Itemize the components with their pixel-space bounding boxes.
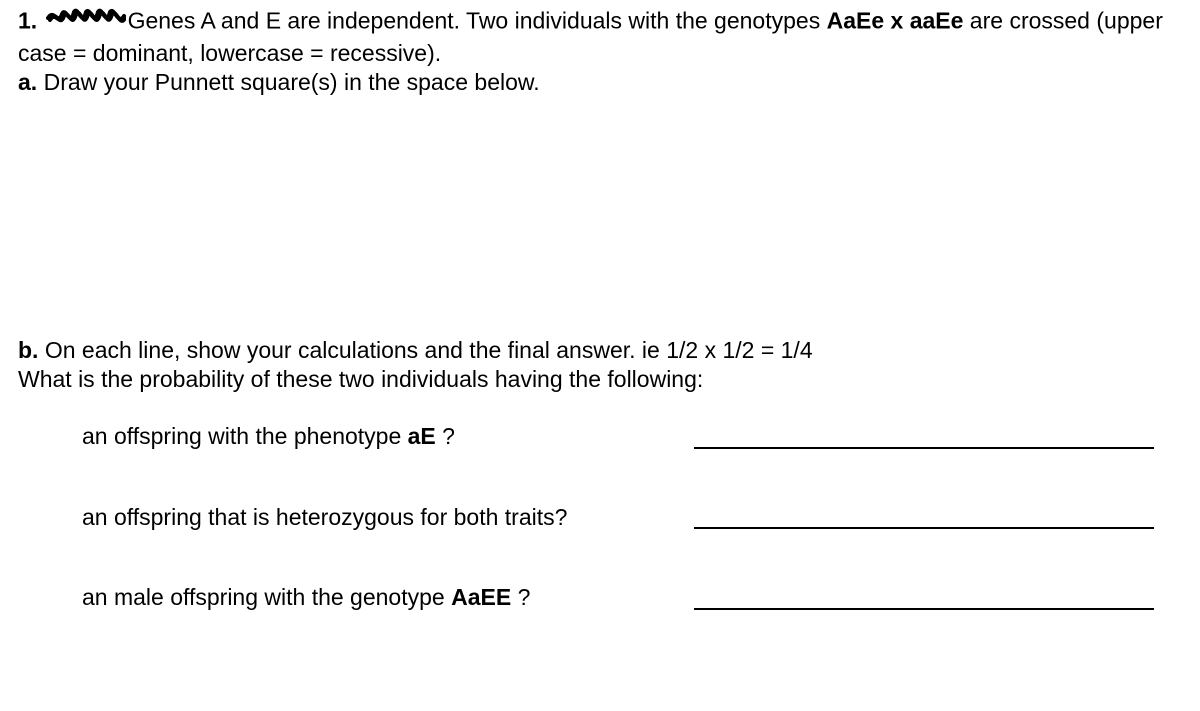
sub3-bold: AaEE <box>451 584 511 610</box>
sub1-post: ? <box>436 423 455 449</box>
sub-question-3: an male offspring with the genotype AaEE… <box>82 583 1182 612</box>
sub-question-2-label: an offspring that is heterozygous for bo… <box>82 503 567 532</box>
question-number: 1. <box>18 7 37 33</box>
sub3-pre: an male offspring with the genotype <box>82 584 451 610</box>
intro-genotypes: AaEe x aaEe <box>827 7 964 33</box>
part-b-intro: b. On each line, show your calculations … <box>18 336 1182 394</box>
part-b-label: b. <box>18 337 38 363</box>
sub1-bold: aE <box>408 423 436 449</box>
part-a-text: Draw your Punnett square(s) in the space… <box>37 69 539 95</box>
answer-blank-1 <box>694 447 1154 449</box>
intro-text-pre: Genes A and E are independent. Two indiv… <box>128 7 827 33</box>
sub1-pre: an offspring with the phenotype <box>82 423 408 449</box>
sub3-post: ? <box>511 584 530 610</box>
sub-question-1: an offspring with the phenotype aE ? <box>82 422 1182 451</box>
question-1-intro: 1. Genes A and E are independent. Two in… <box>18 6 1182 96</box>
sub-question-3-label: an male offspring with the genotype AaEE… <box>82 583 530 612</box>
sub-question-1-label: an offspring with the phenotype aE ? <box>82 422 455 451</box>
part-a-label: a. <box>18 69 37 95</box>
answer-blank-2 <box>694 527 1154 529</box>
sub-question-list: an offspring with the phenotype aE ? an … <box>18 422 1182 612</box>
redaction-scribble <box>46 6 126 35</box>
part-b-prompt: What is the probability of these two ind… <box>18 366 703 392</box>
worksheet-page: 1. Genes A and E are independent. Two in… <box>0 0 1200 612</box>
sub-question-2: an offspring that is heterozygous for bo… <box>82 503 1182 532</box>
punnett-square-blank-area <box>18 96 1182 332</box>
part-b-text: On each line, show your calculations and… <box>38 337 812 363</box>
answer-blank-3 <box>694 608 1154 610</box>
